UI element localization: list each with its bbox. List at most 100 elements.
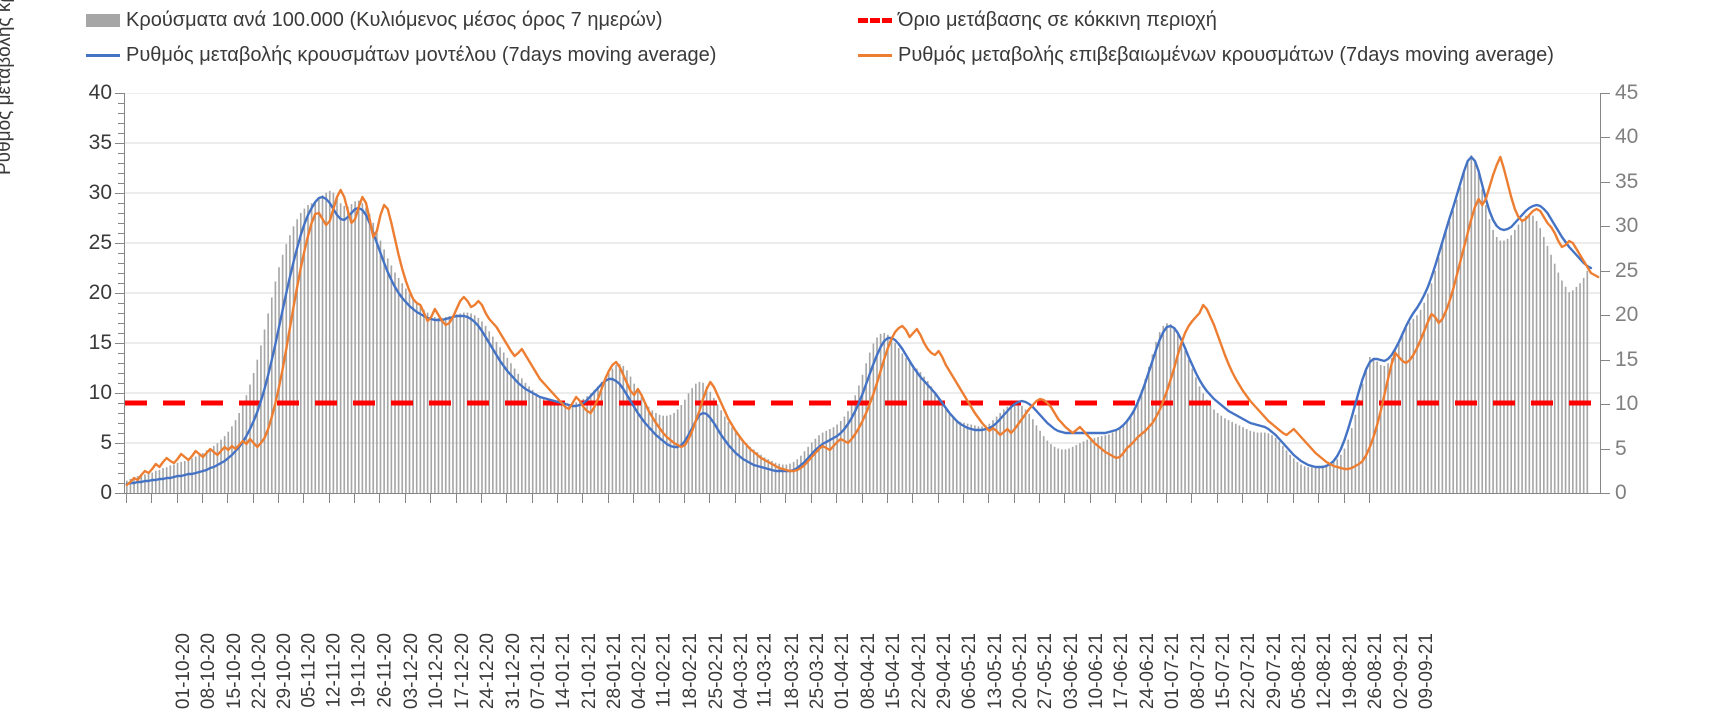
x-tickmark (151, 493, 153, 503)
y-tick-label-right: 0 (1615, 481, 1627, 504)
bar (999, 413, 1002, 493)
bar (742, 439, 744, 493)
bar (310, 203, 313, 493)
x-tick-label: 22-10-20 (248, 633, 270, 709)
x-tick-label: 24-06-21 (1136, 633, 1158, 709)
bar (629, 376, 632, 493)
bar (386, 258, 389, 493)
bar (1274, 437, 1277, 493)
bar (1416, 315, 1418, 493)
bar (1437, 257, 1440, 493)
x-tick-label: 19-11-20 (349, 633, 371, 708)
x-tickmark (1292, 493, 1294, 503)
bar (1231, 421, 1233, 493)
bar (506, 357, 509, 493)
bar (1358, 399, 1360, 493)
bar (1456, 199, 1458, 493)
bar (1260, 432, 1262, 493)
y-tick-label-right: 5 (1615, 436, 1627, 460)
bar (426, 312, 429, 493)
bar (270, 297, 273, 493)
x-tickmark (506, 493, 508, 503)
bar (781, 464, 784, 493)
bar (289, 235, 291, 493)
x-tickmark (582, 493, 584, 503)
bar (1032, 419, 1034, 493)
y-tickmark-left (118, 483, 124, 484)
x-tickmark (962, 493, 964, 503)
y-tickmark-left (115, 493, 124, 494)
x-tick-label: 25-02-21 (705, 633, 727, 709)
bar (1042, 436, 1045, 493)
x-tick-label: 22-04-21 (908, 633, 930, 709)
bar (1510, 235, 1513, 493)
bar (1477, 173, 1480, 493)
bar (495, 341, 498, 493)
bar (1492, 229, 1494, 493)
y-tickmark-left (118, 133, 124, 134)
legend-item-model-rate[interactable]: Ρυθμός μεταβολής κρουσμάτων μοντέλου (7d… (86, 44, 716, 67)
bar (981, 426, 983, 493)
bar (539, 396, 541, 493)
y-tickmark-right (1601, 226, 1610, 228)
y-tickmark-left (115, 193, 124, 194)
x-tickmark (886, 493, 888, 503)
bar (209, 448, 211, 493)
bar (1470, 155, 1473, 493)
bar (734, 431, 737, 493)
bar-series (126, 155, 1589, 493)
x-tickmark (252, 493, 254, 503)
bar (608, 373, 610, 493)
bar (1336, 459, 1339, 493)
bar (1361, 383, 1364, 493)
bar (959, 421, 962, 493)
bar (1427, 293, 1429, 493)
bar (542, 398, 545, 493)
y-tickmark-left (118, 363, 124, 364)
bar (821, 432, 824, 493)
bar (169, 465, 172, 493)
legend-item-cases-bars[interactable]: Κρούσματα ανά 100.000 (Κυλιόμενος μέσος … (86, 9, 663, 32)
bar (1289, 454, 1291, 493)
x-tickmark (1191, 493, 1193, 503)
bar (1249, 430, 1252, 493)
bar (767, 459, 770, 493)
x-tickmark (760, 493, 762, 503)
bar (459, 313, 462, 493)
bar (568, 404, 570, 493)
bar (1488, 219, 1491, 493)
bar (1013, 404, 1016, 493)
bar (296, 219, 298, 493)
bar (1314, 467, 1317, 493)
bar (756, 452, 759, 493)
bar (934, 392, 936, 493)
x-tick-label: 20-05-21 (1010, 633, 1032, 709)
bar (1245, 429, 1248, 493)
bar (183, 461, 186, 493)
y-tickmark-left (115, 243, 124, 244)
y-tickmark-left (115, 393, 124, 394)
bar (1169, 324, 1172, 493)
y-tickmark-left (118, 203, 124, 204)
bar (452, 315, 454, 493)
x-tickmark (1089, 493, 1091, 503)
bar (919, 372, 922, 493)
y-tickmark-left (118, 163, 124, 164)
x-tickmark (201, 493, 203, 503)
bar (524, 382, 527, 493)
legend-item-confirmed-rate[interactable]: Ρυθμός μεταβολής επιβεβαιωμένων κρουσμάτ… (858, 44, 1554, 67)
x-tickmark (1267, 493, 1269, 503)
bar (691, 388, 693, 493)
bar (1093, 437, 1096, 493)
bar (350, 204, 353, 493)
x-tickmark (531, 493, 533, 503)
x-tick-label: 27-05-21 (1035, 633, 1057, 709)
bar (727, 421, 730, 493)
legend-item-red-threshold[interactable]: Όριο μετάβασης σε κόκκινη περιοχή (858, 9, 1217, 32)
y-tick-label-left: 20 (88, 281, 112, 304)
bar (586, 396, 588, 493)
bar (778, 463, 780, 493)
bar (499, 347, 501, 493)
bar (926, 381, 929, 493)
bar (1176, 333, 1179, 493)
